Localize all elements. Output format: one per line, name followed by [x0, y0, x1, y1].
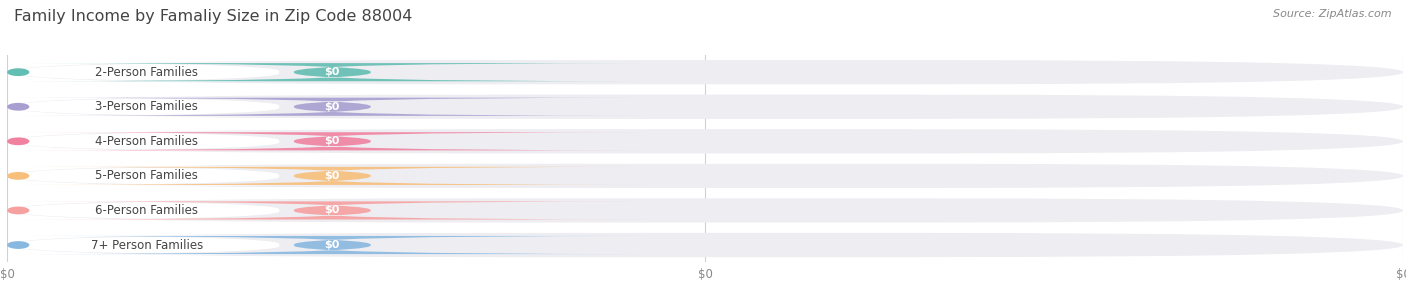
Text: 4-Person Families: 4-Person Families: [96, 135, 198, 148]
Text: 2-Person Families: 2-Person Families: [96, 66, 198, 79]
Text: Source: ZipAtlas.com: Source: ZipAtlas.com: [1274, 9, 1392, 19]
Text: $0: $0: [325, 102, 340, 112]
FancyBboxPatch shape: [7, 164, 1403, 188]
FancyBboxPatch shape: [7, 233, 1403, 257]
FancyBboxPatch shape: [21, 201, 643, 220]
Text: $0: $0: [325, 67, 340, 77]
Text: Family Income by Famaliy Size in Zip Code 88004: Family Income by Famaliy Size in Zip Cod…: [14, 9, 412, 24]
Ellipse shape: [7, 241, 30, 249]
Text: $0: $0: [325, 240, 340, 250]
FancyBboxPatch shape: [21, 63, 643, 81]
Text: $0: $0: [325, 206, 340, 215]
FancyBboxPatch shape: [0, 63, 363, 82]
Text: $0: $0: [325, 136, 340, 146]
FancyBboxPatch shape: [7, 198, 1403, 223]
FancyBboxPatch shape: [0, 201, 363, 220]
FancyBboxPatch shape: [21, 236, 643, 254]
Ellipse shape: [7, 172, 30, 180]
Text: 3-Person Families: 3-Person Families: [96, 100, 198, 113]
FancyBboxPatch shape: [7, 129, 1403, 153]
Ellipse shape: [7, 68, 30, 76]
Ellipse shape: [7, 103, 30, 111]
FancyBboxPatch shape: [21, 132, 643, 150]
FancyBboxPatch shape: [0, 132, 363, 151]
FancyBboxPatch shape: [0, 235, 363, 255]
Text: 6-Person Families: 6-Person Families: [96, 204, 198, 217]
FancyBboxPatch shape: [21, 167, 643, 185]
Text: $0: $0: [325, 171, 340, 181]
Text: 7+ Person Families: 7+ Person Families: [90, 239, 202, 252]
FancyBboxPatch shape: [0, 97, 363, 117]
FancyBboxPatch shape: [7, 60, 1403, 84]
FancyBboxPatch shape: [0, 166, 363, 185]
Ellipse shape: [7, 206, 30, 214]
Ellipse shape: [7, 138, 30, 145]
FancyBboxPatch shape: [7, 95, 1403, 119]
Text: 5-Person Families: 5-Person Families: [96, 169, 198, 182]
FancyBboxPatch shape: [21, 98, 643, 116]
